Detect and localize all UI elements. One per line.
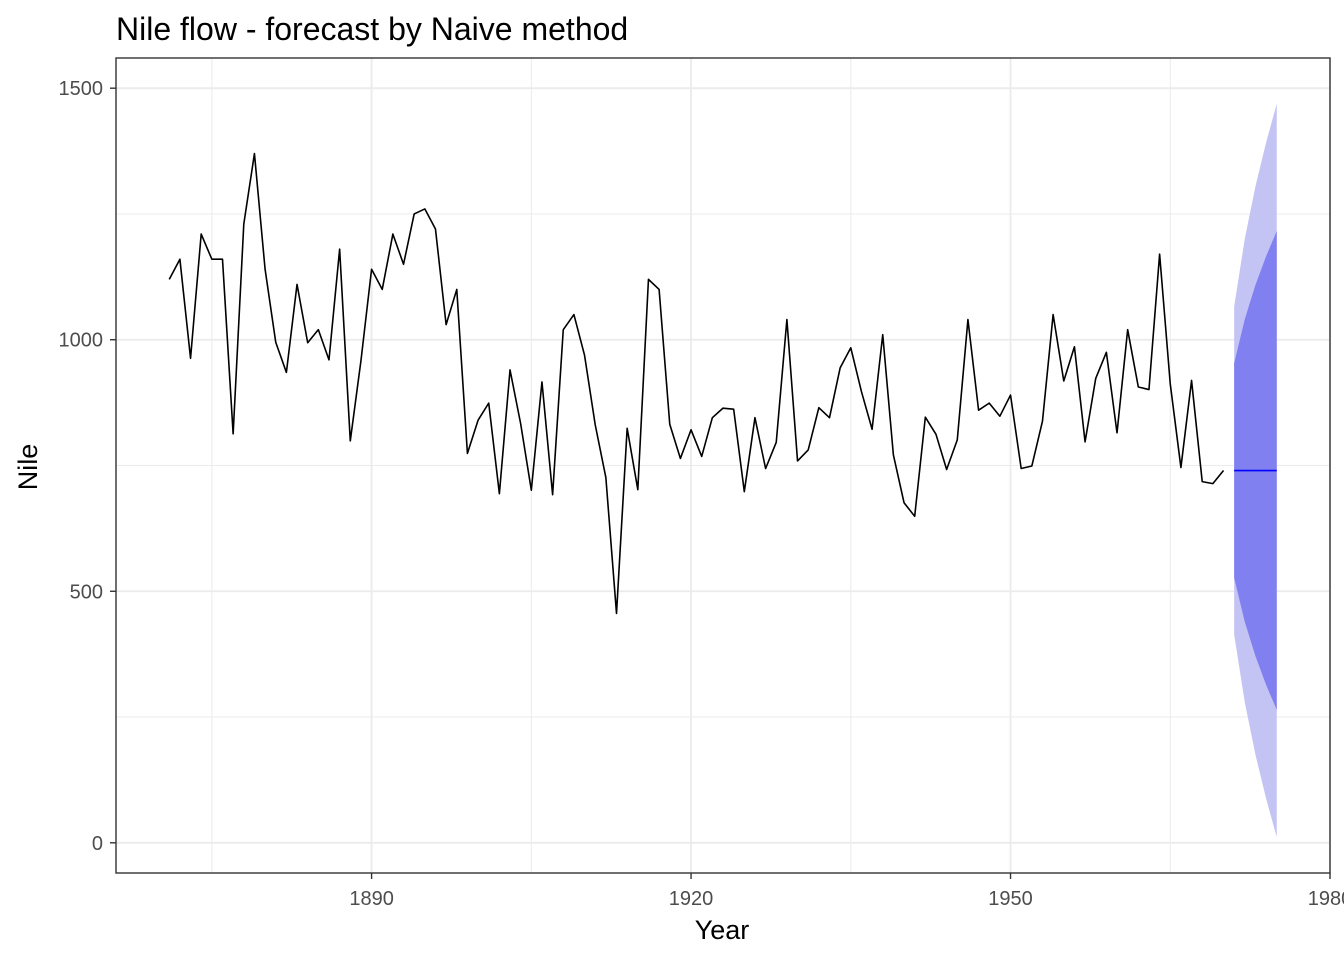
chart-title: Nile flow - forecast by Naive method <box>116 11 628 47</box>
x-tick-label: 1890 <box>349 888 394 910</box>
y-tick-label: 0 <box>92 833 103 855</box>
y-axis-title: Nile <box>13 444 43 491</box>
panel-border <box>115 57 1331 874</box>
x-axis-title: Year <box>695 915 750 945</box>
y-axis: 0 500 1000 1500 <box>59 78 116 855</box>
minor-gridlines <box>116 58 1330 873</box>
plot-panel <box>115 57 1331 874</box>
history-line <box>168 152 1225 615</box>
y-tick-label: 1500 <box>59 78 104 100</box>
x-tick-label: 1950 <box>988 888 1033 910</box>
series-lines <box>168 152 1277 615</box>
x-tick-label: 1920 <box>669 888 714 910</box>
y-tick-label: 500 <box>70 581 103 603</box>
y-tick-label: 1000 <box>59 330 104 352</box>
